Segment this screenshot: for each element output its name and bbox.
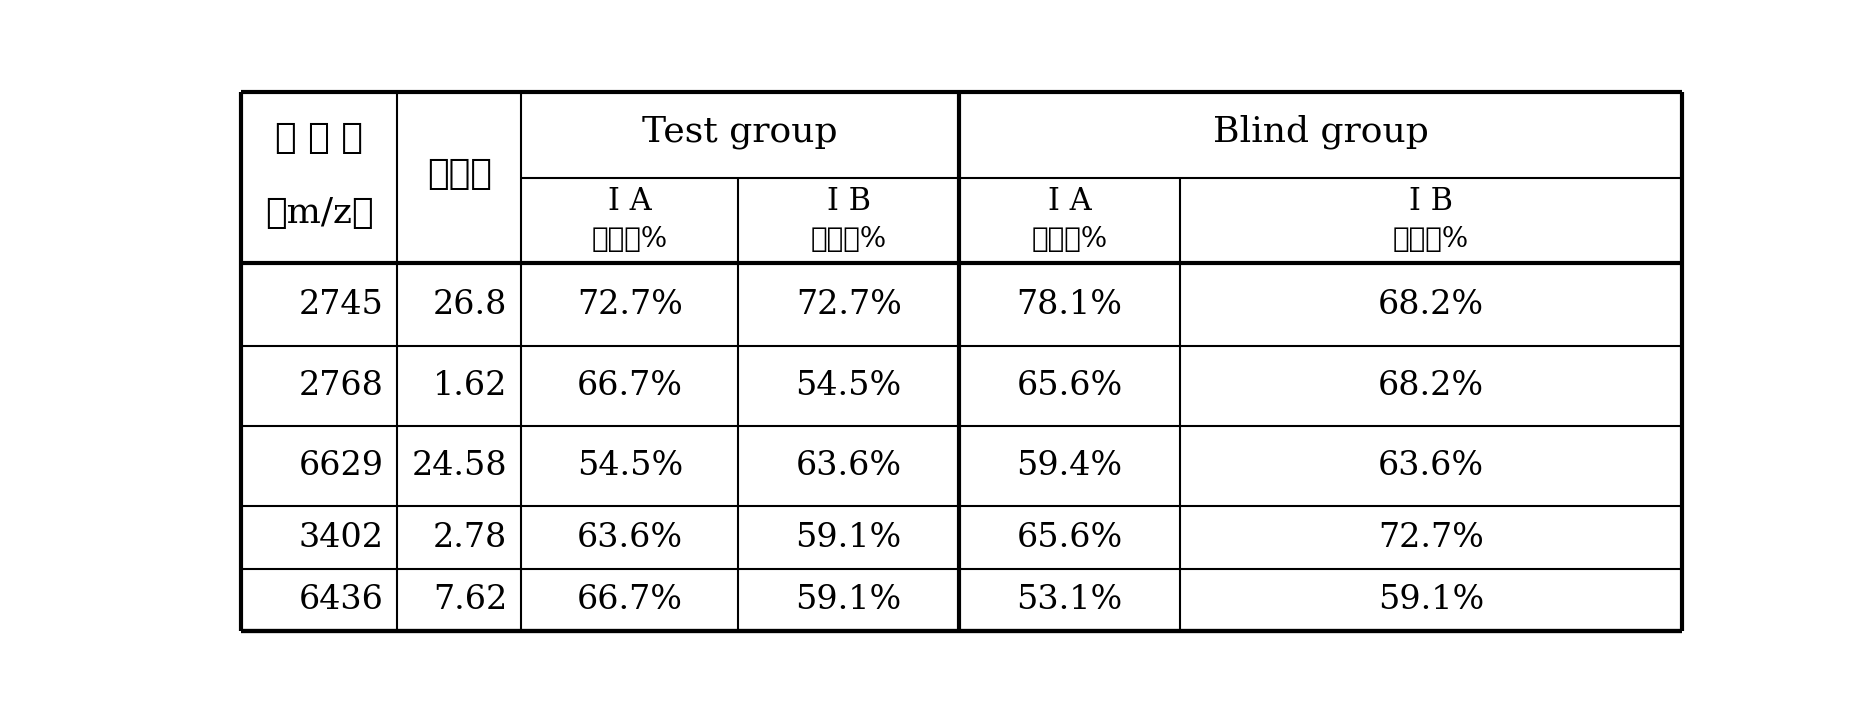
- Text: 68.2%: 68.2%: [1379, 289, 1484, 321]
- Text: 54.5%: 54.5%: [795, 370, 902, 402]
- Text: 2745: 2745: [298, 289, 383, 321]
- Text: 临界值: 临界值: [428, 158, 492, 191]
- Text: I A: I A: [608, 186, 651, 217]
- Text: 26.8: 26.8: [433, 289, 507, 321]
- Text: 灵敏度%: 灵敏度%: [1032, 226, 1107, 253]
- Text: 72.7%: 72.7%: [1379, 522, 1484, 554]
- Text: 6436: 6436: [298, 584, 383, 616]
- Text: 59.1%: 59.1%: [795, 522, 902, 554]
- Text: I B: I B: [827, 186, 870, 217]
- Text: 59.1%: 59.1%: [1379, 584, 1484, 616]
- Text: 24.58: 24.58: [411, 450, 507, 483]
- Text: 54.5%: 54.5%: [576, 450, 683, 483]
- Text: 灵敏度%: 灵敏度%: [810, 226, 887, 253]
- Text: 63.6%: 63.6%: [795, 450, 902, 483]
- Text: 63.6%: 63.6%: [576, 522, 683, 554]
- Text: 66.7%: 66.7%: [576, 584, 683, 616]
- Text: 1.62: 1.62: [433, 370, 507, 402]
- Text: 59.1%: 59.1%: [795, 584, 902, 616]
- Text: I A: I A: [1047, 186, 1092, 217]
- Text: 63.6%: 63.6%: [1379, 450, 1484, 483]
- Text: 72.7%: 72.7%: [795, 289, 902, 321]
- Text: 6629: 6629: [298, 450, 383, 483]
- Text: 灵敏度%: 灵敏度%: [1394, 226, 1469, 253]
- Text: 68.2%: 68.2%: [1379, 370, 1484, 402]
- Text: 2.78: 2.78: [433, 522, 507, 554]
- Text: 3402: 3402: [298, 522, 383, 554]
- Text: 灵敏度%: 灵敏度%: [591, 226, 668, 253]
- Text: 78.1%: 78.1%: [1017, 289, 1122, 321]
- Text: 72.7%: 72.7%: [576, 289, 683, 321]
- Text: 65.6%: 65.6%: [1017, 522, 1122, 554]
- Text: 53.1%: 53.1%: [1017, 584, 1122, 616]
- Text: Blind group: Blind group: [1212, 115, 1430, 150]
- Text: （m/z）: （m/z）: [265, 196, 373, 230]
- Text: 66.7%: 66.7%: [576, 370, 683, 402]
- Text: 2768: 2768: [298, 370, 383, 402]
- Text: 65.6%: 65.6%: [1017, 370, 1122, 402]
- Text: I B: I B: [1409, 186, 1454, 217]
- Text: 59.4%: 59.4%: [1017, 450, 1122, 483]
- Text: 多 肽 峰: 多 肽 峰: [276, 121, 362, 155]
- Text: Test group: Test group: [642, 115, 839, 149]
- Text: 7.62: 7.62: [433, 584, 507, 616]
